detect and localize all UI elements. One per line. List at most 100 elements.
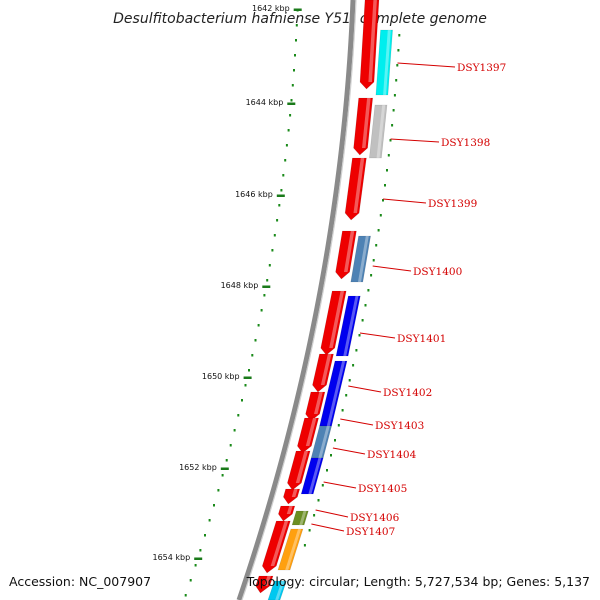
track-dot: [317, 499, 320, 502]
track-dot: [387, 154, 390, 157]
track-dot: [379, 214, 382, 217]
track-dot: [326, 469, 328, 472]
track-dot: [393, 94, 396, 97]
backbone-line: [236, 0, 356, 600]
track-dot: [355, 349, 358, 352]
ruler-minor-tick: [244, 384, 247, 387]
ruler-minor-tick: [268, 264, 271, 267]
track-dot: [372, 259, 375, 262]
ruler-minor-tick: [285, 144, 288, 147]
ruler-label: 1642 kbp: [252, 4, 290, 13]
ruler-minor-tick: [295, 39, 297, 42]
feature-cyan-block: [267, 580, 287, 600]
cds-arrow: [335, 230, 357, 280]
track-dot: [384, 184, 386, 187]
cds-arrow: [305, 391, 326, 422]
gene-leader-line: [372, 265, 412, 272]
ruler-minor-tick: [291, 84, 294, 87]
track-dot: [367, 289, 370, 292]
track-dot: [358, 334, 361, 337]
ruler-major-tick: [287, 102, 296, 105]
ruler-label: 1650 kbp: [202, 372, 240, 381]
track-dot: [313, 514, 316, 517]
ruler-minor-tick: [263, 294, 266, 297]
gene-label[interactable]: DSY1403: [375, 420, 424, 432]
ruler-minor-tick: [189, 579, 192, 582]
ruler-minor-tick: [233, 429, 236, 432]
gene-leader-line: [383, 198, 427, 204]
ruler-label: 1652 kbp: [179, 463, 217, 472]
feature-gray-block: [369, 104, 388, 159]
cds-arrow: [353, 97, 374, 156]
cds-arrow: [297, 417, 319, 454]
feature-steelblue-block: [350, 235, 371, 283]
gene-label[interactable]: DSY1399: [428, 198, 477, 210]
gene-label[interactable]: DSY1405: [358, 483, 407, 495]
ruler-minor-tick: [254, 339, 257, 342]
track-dot: [375, 244, 378, 247]
track-dot: [321, 484, 324, 487]
gene-leader-line: [397, 62, 456, 68]
gene-features: [255, 0, 393, 600]
ruler-label: 1644 kbp: [246, 98, 284, 107]
gene-label[interactable]: DSY1406: [350, 512, 400, 524]
track-dot: [341, 409, 344, 412]
genome-backbone: [236, 0, 357, 600]
gene-label[interactable]: DSY1400: [413, 266, 462, 278]
cds-arrow: [261, 520, 291, 574]
gene-label[interactable]: DSY1398: [441, 137, 490, 149]
track-dot: [396, 64, 399, 67]
ruler-minor-tick: [237, 414, 240, 417]
ruler-minor-tick: [280, 189, 283, 192]
track-dot: [386, 169, 388, 172]
ruler-label: 1648 kbp: [221, 281, 259, 290]
ruler-minor-tick: [295, 24, 298, 27]
ruler-major-tick: [220, 467, 229, 470]
track-dot: [364, 304, 367, 307]
cds-arrow: [278, 505, 296, 522]
track-dot: [395, 79, 398, 82]
gene-label[interactable]: DSY1397: [457, 62, 506, 74]
gene-leader-line: [359, 332, 396, 339]
feature-orange-block: [277, 528, 304, 571]
track-dot: [361, 319, 364, 322]
track-dot: [370, 274, 373, 277]
ruler-label: 1654 kbp: [152, 553, 190, 562]
ruler-major-tick: [194, 557, 203, 560]
ruler-minor-tick: [289, 114, 292, 117]
gene-leader-line: [390, 138, 440, 143]
ruler-major-tick: [293, 8, 302, 11]
gene-label[interactable]: DSY1407: [346, 526, 395, 538]
ruler-major-tick: [243, 376, 252, 379]
gene-label[interactable]: DSY1402: [383, 387, 432, 399]
ruler-minor-tick: [251, 354, 254, 357]
feature-blue-block: [300, 457, 324, 495]
ruler-minor-tick: [241, 399, 243, 402]
cds-arrow: [344, 157, 367, 221]
ruler-minor-tick: [208, 519, 211, 522]
ruler-minor-tick: [221, 474, 224, 477]
ruler-minor-tick: [217, 489, 220, 492]
feature-cyan-block: [375, 29, 393, 96]
ruler-minor-tick: [266, 279, 269, 282]
ruler-minor-tick: [284, 159, 287, 162]
cds-arrow: [320, 290, 347, 356]
track-dot: [391, 124, 394, 127]
track-dot: [303, 544, 306, 547]
cds-arrow: [312, 353, 334, 393]
ruler-minor-tick: [204, 534, 206, 537]
track-dot: [389, 139, 392, 142]
ruler-minor-tick: [293, 69, 295, 72]
ruler-minor-tick: [273, 234, 276, 237]
ruler-major-tick: [262, 285, 271, 288]
gene-leader-line: [323, 481, 357, 489]
gene-leader-line: [348, 385, 382, 393]
gene-label[interactable]: DSY1404: [367, 449, 417, 461]
ruler-minor-tick: [257, 324, 260, 327]
ruler-minor-tick: [225, 459, 228, 462]
track-dot: [330, 454, 332, 457]
gene-label[interactable]: DSY1401: [397, 333, 446, 345]
ruler-minor-tick: [282, 174, 285, 177]
track-dot: [397, 49, 400, 52]
